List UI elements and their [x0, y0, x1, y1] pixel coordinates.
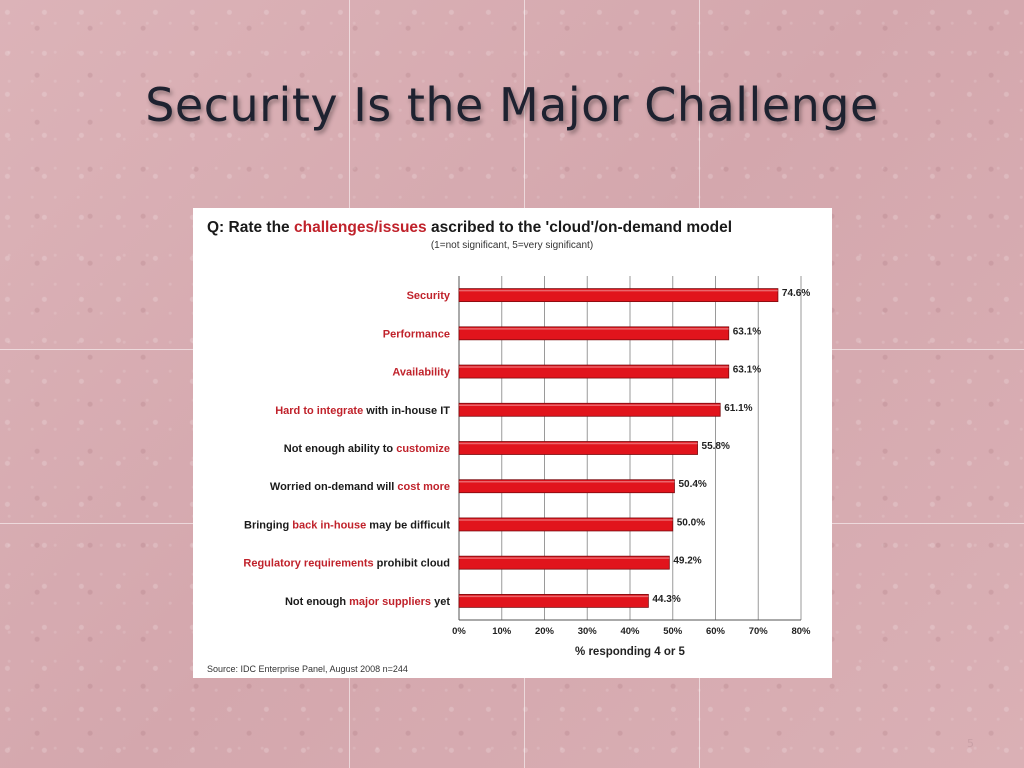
category-label-segment: customize: [396, 443, 450, 455]
category-label-segment: Not enough: [285, 596, 349, 608]
chart-subtitle: (1=not significant, 5=very significant): [431, 240, 593, 251]
slide-title: Security Is the Major Challenge: [145, 78, 879, 132]
x-tick-label: 20%: [535, 626, 555, 637]
category-label-segment: major suppliers: [349, 596, 431, 608]
x-tick-label: 0%: [452, 626, 466, 637]
bar: [458, 593, 649, 608]
x-tick-label: 50%: [663, 626, 683, 637]
x-tick-label: 10%: [492, 626, 512, 637]
bar: [458, 402, 721, 417]
category-label-segment: Hard to integrate: [275, 405, 363, 417]
category-label: Security: [407, 290, 451, 302]
category-label: Hard to integrate with in-house IT: [275, 405, 450, 417]
chart-title-segment: challenges/issues: [294, 219, 427, 236]
x-tick-label: 30%: [578, 626, 598, 637]
category-label: Not enough ability to customize: [284, 443, 450, 455]
data-label: 44.3%: [652, 594, 680, 605]
bar: [458, 479, 675, 494]
category-label-segment: with in-house IT: [363, 405, 450, 417]
data-label: 50.4%: [678, 479, 706, 490]
category-label: Bringing back in-house may be difficult: [244, 519, 450, 531]
category-label-segment: Security: [407, 290, 451, 302]
chart-title-segment: ascribed to the 'cloud'/on-demand model: [427, 219, 732, 236]
x-tick-label: 70%: [749, 626, 769, 637]
chart-card: Q: Rate the challenges/issues ascribed t…: [193, 208, 832, 678]
bar: [458, 441, 698, 455]
bar: [458, 555, 670, 570]
category-label: Not enough major suppliers yet: [285, 596, 450, 608]
category-label: Worried on-demand will cost more: [270, 481, 450, 493]
category-label: Availability: [392, 367, 451, 379]
bar-chart: Q: Rate the challenges/issues ascribed t…: [207, 219, 811, 674]
data-label: 74.6%: [782, 288, 810, 299]
x-tick-label: 40%: [620, 626, 640, 637]
chart-title-segment: Q: Rate the: [207, 219, 294, 236]
category-label: Performance: [383, 328, 450, 340]
bar: [458, 326, 730, 341]
chart-title: Q: Rate the challenges/issues ascribed t…: [207, 219, 732, 236]
category-label-segment: Regulatory requirements: [243, 558, 373, 570]
data-label: 49.2%: [673, 556, 701, 567]
category-label-segment: back in-house: [292, 519, 366, 531]
category-label-segment: yet: [431, 596, 450, 608]
x-axis-label: % responding 4 or 5: [575, 646, 686, 658]
data-label: 63.1%: [733, 365, 761, 376]
bar: [458, 517, 674, 532]
data-label: 61.1%: [724, 403, 752, 414]
data-label: 55.8%: [702, 441, 730, 452]
x-tick-label: 80%: [791, 626, 811, 637]
category-label-segment: prohibit cloud: [374, 558, 450, 570]
page-number: 5: [967, 737, 974, 750]
category-label-segment: may be difficult: [366, 519, 450, 531]
category-label-segment: Performance: [383, 328, 450, 340]
category-label: Regulatory requirements prohibit cloud: [243, 558, 450, 570]
category-label-segment: Availability: [392, 367, 451, 379]
category-label-segment: Bringing: [244, 519, 292, 531]
data-label: 63.1%: [733, 326, 761, 337]
category-label-segment: cost more: [397, 481, 450, 493]
bar: [458, 288, 779, 303]
category-label-segment: Worried on-demand will: [270, 481, 398, 493]
x-tick-label: 60%: [706, 626, 726, 637]
category-label-segment: Not enough ability to: [284, 443, 396, 455]
chart-source: Source: IDC Enterprise Panel, August 200…: [207, 664, 408, 674]
bar: [458, 364, 730, 379]
data-label: 50.0%: [677, 517, 705, 528]
